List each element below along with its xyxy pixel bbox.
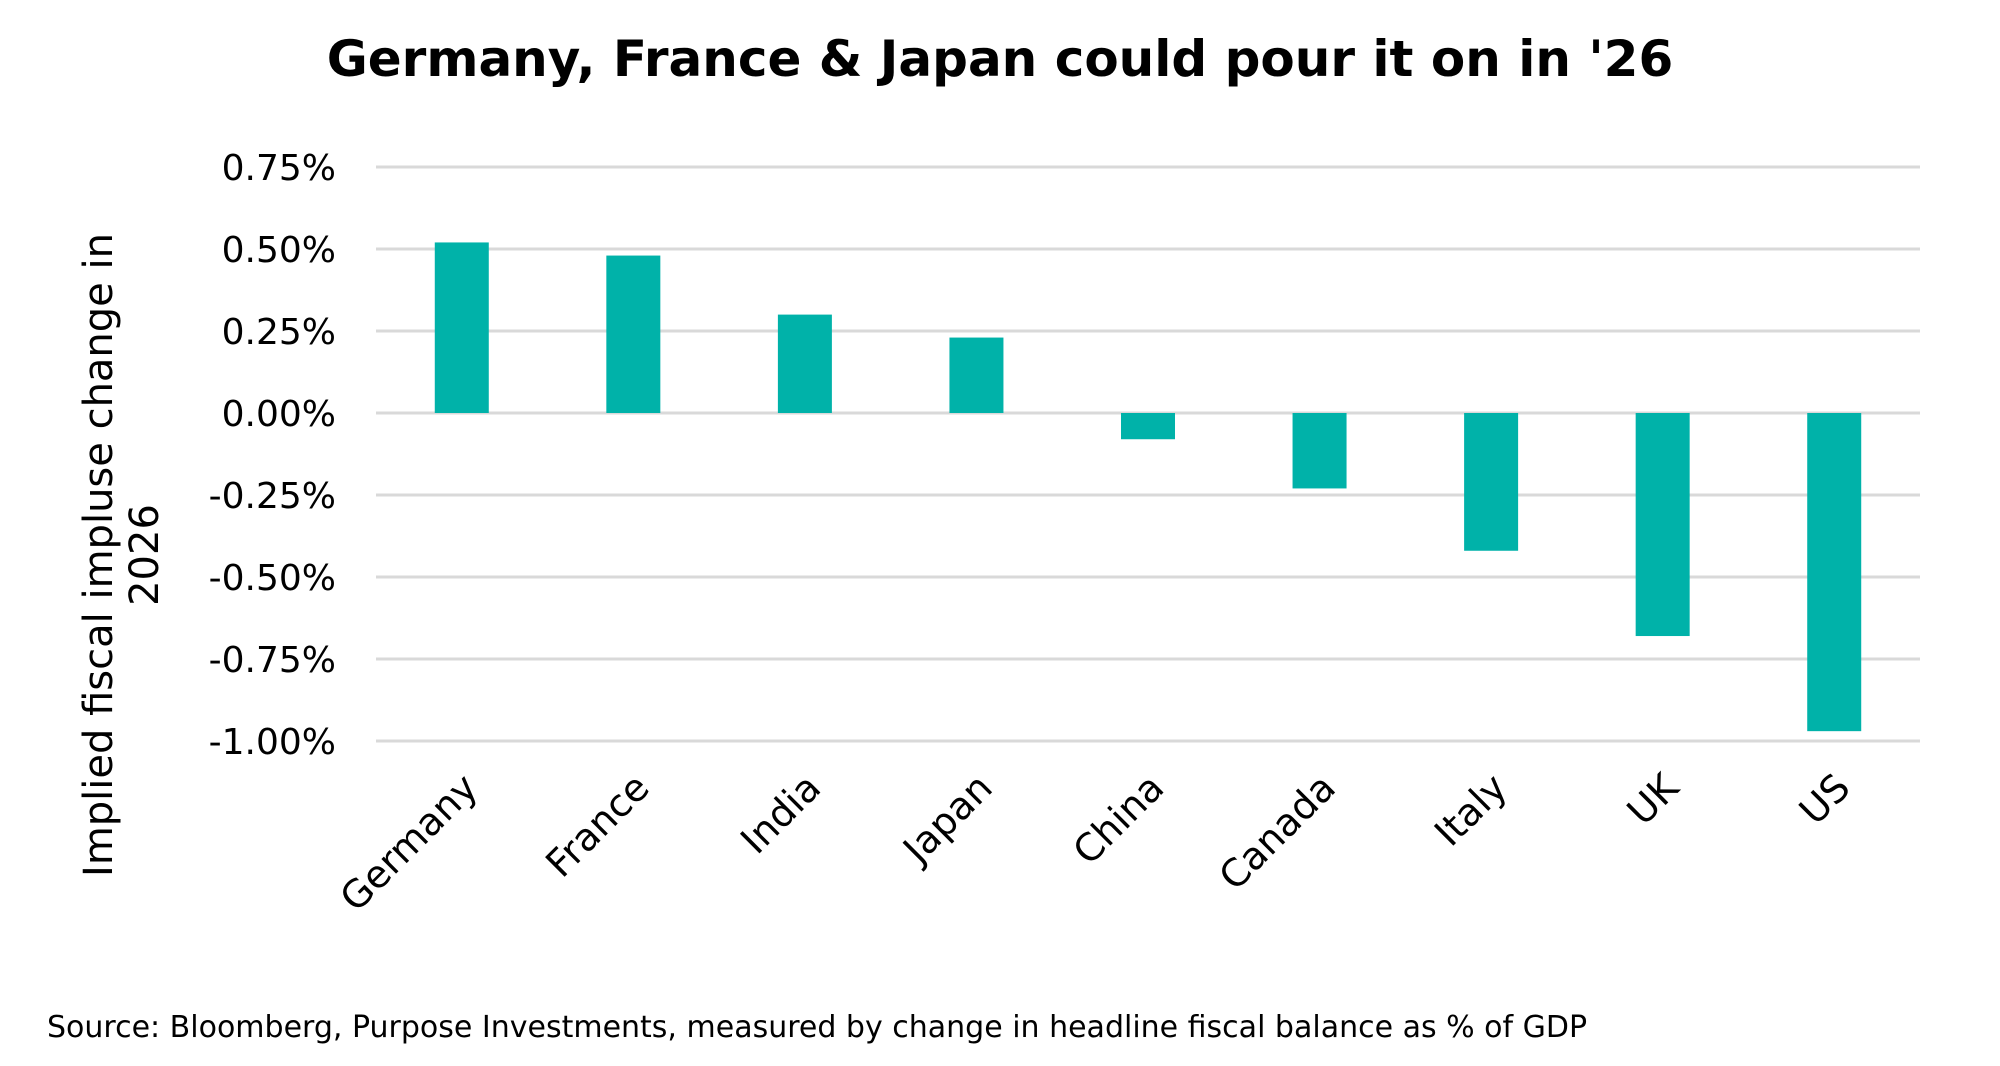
y-tick-label: 0.50% [222, 230, 336, 271]
y-tick-label: -0.75% [209, 640, 336, 681]
chart-title: Germany, France & Japan could pour it on… [326, 30, 1674, 88]
bar-china [1121, 413, 1175, 440]
x-tick-label: China [1064, 765, 1172, 873]
bar-france [606, 255, 661, 413]
x-tick-label: Germany [332, 765, 487, 920]
x-tick-label: Italy [1426, 765, 1515, 854]
bar-canada [1292, 413, 1347, 489]
x-tick-label: Japan [893, 765, 1000, 872]
y-tick-label: 0.25% [222, 312, 336, 353]
y-tick-label: -1.00% [209, 722, 336, 763]
bar-japan [949, 337, 1004, 413]
y-tick-label: 0.00% [222, 394, 336, 435]
bar-germany [434, 242, 489, 413]
bar-uk [1635, 413, 1690, 637]
x-tick-label: Canada [1211, 765, 1344, 898]
y-tick-label: 0.75% [222, 148, 336, 189]
source-note: Source: Bloomberg, Purpose Investments, … [47, 1010, 1588, 1045]
x-tick-label: US [1791, 765, 1859, 833]
y-tick-label: -0.50% [209, 558, 336, 599]
bar-india [777, 314, 832, 413]
x-tick-label: UK [1619, 764, 1688, 833]
bar-italy [1464, 413, 1519, 551]
bar-us [1807, 413, 1862, 732]
x-tick-label: India [732, 765, 829, 862]
y-tick-label: -0.25% [209, 476, 336, 517]
x-tick-label: France [537, 765, 657, 885]
